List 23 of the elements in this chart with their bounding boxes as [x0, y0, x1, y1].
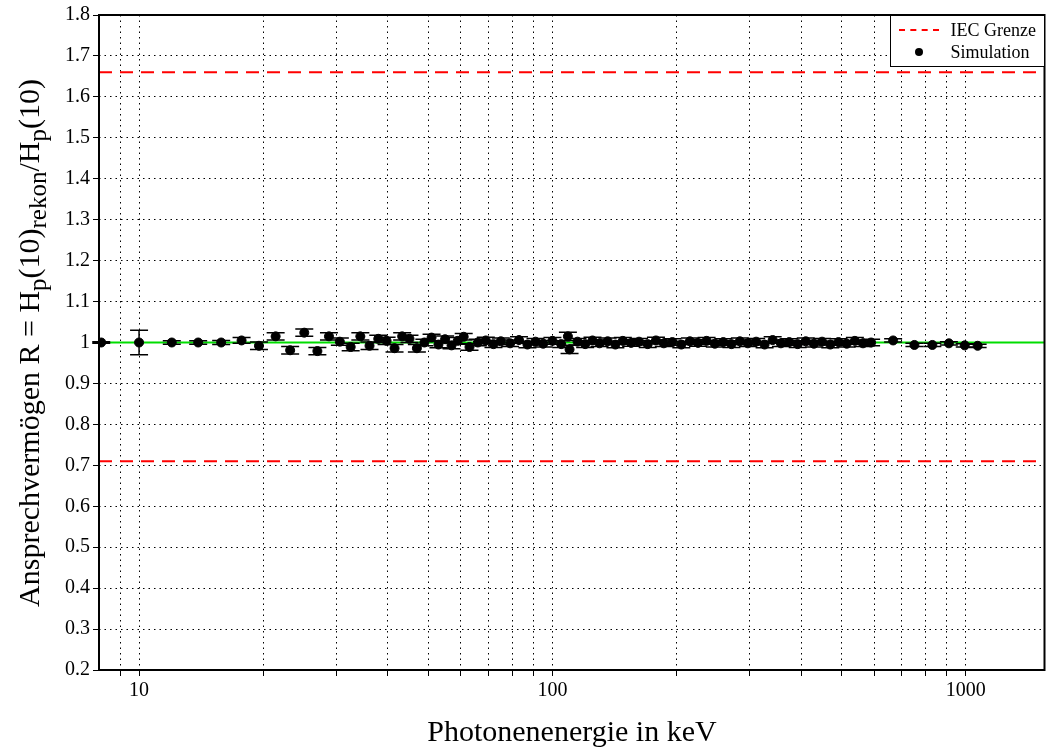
y-tick-label: 0.9 — [65, 370, 90, 393]
y-tick-label: 1 — [80, 329, 90, 352]
y-tick-label: 0.3 — [65, 616, 90, 639]
x-tick-label: 100 — [537, 678, 568, 701]
y-tick-label: 1.1 — [65, 288, 90, 311]
y-tick-label: 1.7 — [65, 43, 90, 66]
x-axis-title: Photonenenergie in keV — [427, 714, 717, 747]
y-tick-label: 1.4 — [65, 166, 90, 188]
y-tick-label: 1.3 — [65, 206, 90, 229]
y-tick-label: 1.2 — [65, 247, 90, 270]
y-tick-label: 0.7 — [65, 452, 90, 475]
y-tick-label: 0.4 — [65, 575, 90, 598]
y-tick-label: 1.6 — [65, 84, 90, 107]
y-tick-label: 1.8 — [65, 2, 90, 25]
y-tick-label: 0.2 — [65, 657, 90, 680]
legend-label: Simulation — [950, 41, 1030, 63]
x-tick-label: 10 — [129, 678, 150, 701]
y-tick-label: 1.5 — [65, 125, 90, 148]
y-tick-label: 0.8 — [65, 411, 90, 434]
x-tick-label: 1000 — [945, 678, 986, 701]
y-tick-label: 0.6 — [65, 493, 90, 516]
legend-label: IEC Grenze — [950, 19, 1036, 41]
y-tick-label: 0.5 — [65, 534, 90, 557]
